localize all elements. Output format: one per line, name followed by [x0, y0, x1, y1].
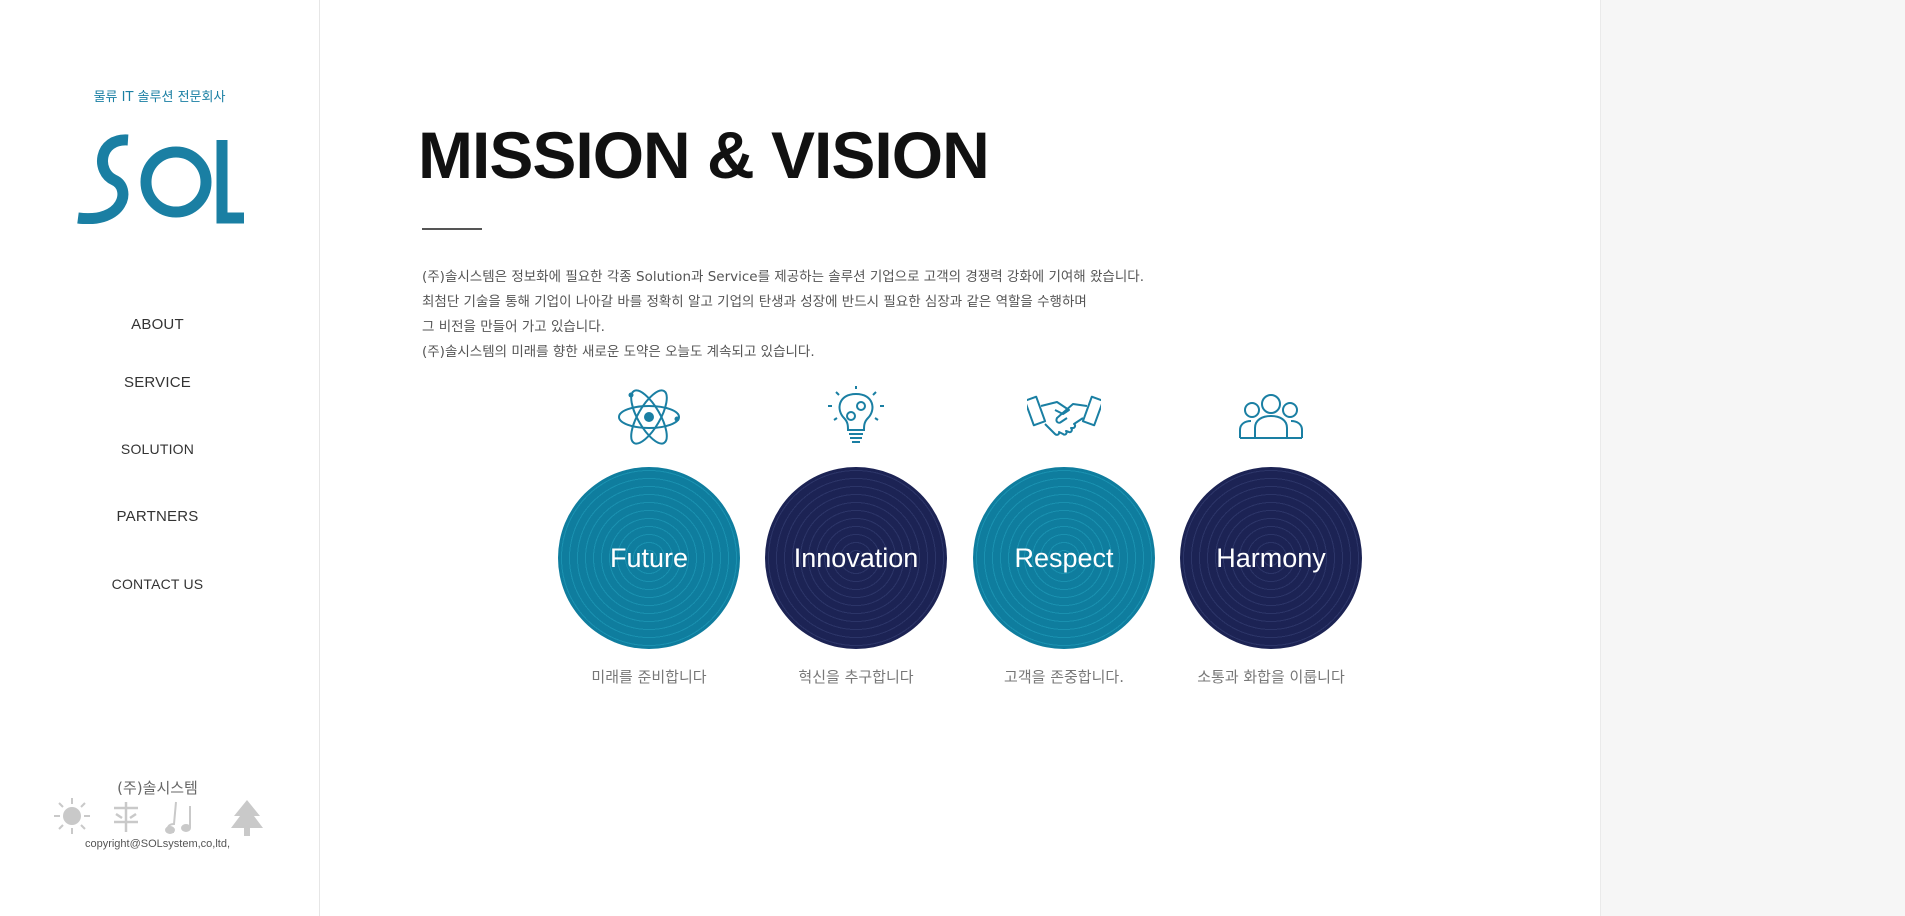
company-name: (주)솔시스템: [117, 779, 198, 797]
value-circle-harmony: Harmony: [1180, 467, 1362, 649]
value-circle-innovation: Innovation: [765, 467, 947, 649]
description-line: 그 비전을 만들어 가고 있습니다.: [422, 319, 605, 335]
value-caption: 소통과 화합을 이룹니다: [1197, 668, 1345, 686]
sol-logo[interactable]: [74, 132, 244, 224]
sun-icon: [54, 798, 90, 834]
value-label: Future: [609, 542, 689, 573]
value-caption: 혁신을 추구합니다: [798, 668, 914, 686]
value-caption: 고객을 존중합니다.: [1004, 668, 1124, 686]
value-circle-future: Future: [558, 467, 740, 649]
hanja-glyph-icon: [114, 802, 138, 832]
value-label: Harmony: [1216, 542, 1326, 573]
description-line: (주)솔시스템의 미래를 향한 새로운 도약은 오늘도 계속되고 있습니다.: [422, 344, 815, 360]
right-panel: [1600, 0, 1905, 916]
description: (주)솔시스템은 정보화에 필요한 각종 Solution과 Service를 …: [422, 265, 1322, 365]
decorative-icons: [54, 798, 263, 836]
value-caption: 미래를 준비합니다: [591, 668, 707, 686]
nav-about[interactable]: ABOUT: [131, 316, 184, 333]
people-group-icon: [1239, 394, 1303, 439]
value-circle-respect: Respect: [973, 467, 1155, 649]
tagline: 물류 IT 솔루션 전문회사: [93, 90, 226, 105]
nav-service[interactable]: SERVICE: [124, 374, 191, 391]
page-title: MISSION & VISION: [418, 118, 990, 192]
description-line: 최첨단 기술을 통해 기업이 나아갈 바를 정확히 알고 기업의 탄생과 성장에…: [422, 294, 1087, 310]
description-line: (주)솔시스템은 정보화에 필요한 각종 Solution과 Service를 …: [422, 269, 1144, 285]
nav-contact-us[interactable]: CONTACT US: [111, 576, 204, 592]
value-label: Respect: [1014, 542, 1114, 573]
lightbulb-gears-icon: [828, 386, 884, 443]
nav-solution[interactable]: SOLUTION: [120, 441, 195, 457]
atom-icon: [618, 389, 680, 445]
sidebar: 물류 IT 솔루션 전문회사 ABOUT SERVICE SOLUTION PA…: [0, 0, 320, 916]
title-divider: [422, 228, 482, 230]
copyright: copyright@SOLsystem,co,ltd,: [84, 838, 231, 850]
handshake-icon: [1027, 395, 1101, 436]
nav-partners[interactable]: PARTNERS: [116, 508, 199, 525]
value-label: Innovation: [793, 542, 919, 573]
tree-icon: [231, 800, 263, 836]
music-notes-icon: [165, 801, 191, 834]
